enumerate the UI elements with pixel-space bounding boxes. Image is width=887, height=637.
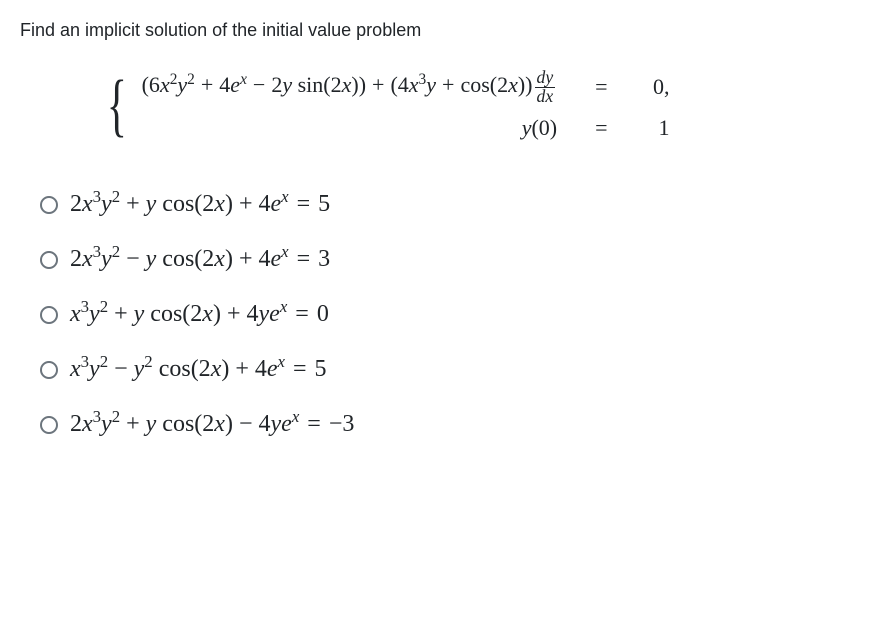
equation-system: { (6x2y2+4ex−2y sin(2x))+(4x3y+cos(2x))d… — [100, 69, 867, 141]
equals-1: = — [577, 74, 625, 100]
radio-icon[interactable] — [40, 361, 58, 379]
system-eq-2-rhs: 1 — [646, 115, 670, 141]
option-5-math: 2x3y2+y cos(2x)−4yex=−3 — [70, 411, 354, 438]
option-2-math: 2x3y2−y cos(2x)+4ex=3 — [70, 246, 330, 273]
system-eq-2-lhs: y(0) — [522, 115, 557, 141]
radio-icon[interactable] — [40, 306, 58, 324]
option-4-math: x3y2−y2 cos(2x)+4ex=5 — [70, 356, 327, 383]
option-1-math: 2x3y2+y cos(2x)+4ex=5 — [70, 191, 330, 218]
option-2[interactable]: 2x3y2−y cos(2x)+4ex=3 — [40, 246, 867, 273]
options-list: 2x3y2+y cos(2x)+4ex=5 2x3y2−y cos(2x)+4e… — [40, 191, 867, 438]
option-1[interactable]: 2x3y2+y cos(2x)+4ex=5 — [40, 191, 867, 218]
equals-2: = — [577, 115, 625, 141]
option-3-math: x3y2+y cos(2x)+4yex=0 — [70, 301, 329, 328]
radio-icon[interactable] — [40, 416, 58, 434]
option-5[interactable]: 2x3y2+y cos(2x)−4yex=−3 — [40, 411, 867, 438]
problem-prompt: Find an implicit solution of the initial… — [20, 20, 867, 41]
radio-icon[interactable] — [40, 251, 58, 269]
option-3[interactable]: x3y2+y cos(2x)+4yex=0 — [40, 301, 867, 328]
system-equations: (6x2y2+4ex−2y sin(2x))+(4x3y+cos(2x))dyd… — [142, 69, 670, 141]
radio-icon[interactable] — [40, 196, 58, 214]
option-4[interactable]: x3y2−y2 cos(2x)+4ex=5 — [40, 356, 867, 383]
left-brace: { — [107, 74, 127, 137]
system-eq-1-lhs: (6x2y2+4ex−2y sin(2x))+(4x3y+cos(2x))dyd… — [142, 69, 558, 105]
system-eq-1-rhs: 0, — [646, 74, 670, 100]
